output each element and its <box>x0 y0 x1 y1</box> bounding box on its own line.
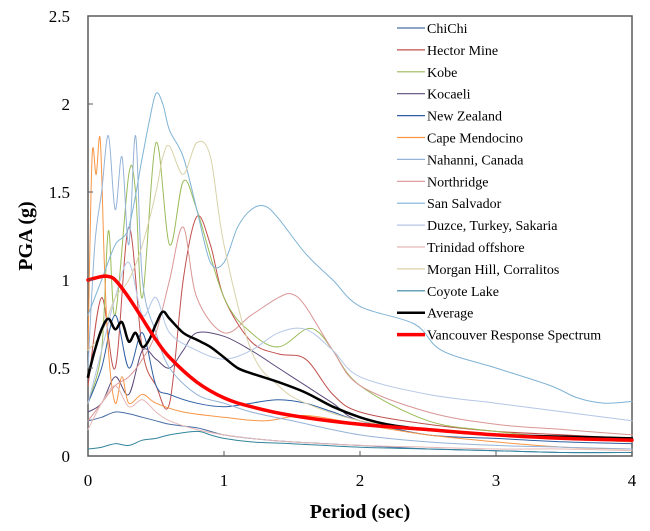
x-tick-label: 3 <box>492 471 501 490</box>
y-tick-label: 0 <box>62 447 71 466</box>
legend-item: Kobe <box>397 66 457 81</box>
legend-label: Trinidad offshore <box>427 241 525 256</box>
series-line-hector-mine <box>87 215 633 439</box>
series-line-trinidad-offshore <box>87 385 633 452</box>
series-line-coyote-lake <box>87 430 633 454</box>
legend-label: Duzce, Turkey, Sakaria <box>427 219 558 234</box>
y-tick-label: 1.5 <box>49 183 70 202</box>
legend-label: Cape Mendocino <box>427 132 523 147</box>
legend-label: Kobe <box>427 66 457 81</box>
legend-item: New Zealand <box>397 110 502 125</box>
x-tick-label: 0 <box>84 471 93 490</box>
axis-ticks <box>87 15 633 457</box>
legend-item: Northridge <box>397 175 488 190</box>
legend-label: Morgan Hill, Corralitos <box>427 263 559 278</box>
x-tick-label: 4 <box>628 471 637 490</box>
legend-item: Trinidad offshore <box>397 241 525 256</box>
legend-label: Vancouver Response Spectrum <box>427 329 601 344</box>
series-line-cape-mendocino <box>87 135 633 450</box>
legend-item: San Salvador <box>397 197 502 212</box>
legend-label: New Zealand <box>427 110 502 125</box>
plot-frame <box>87 15 633 457</box>
legend-label: Nahanni, Canada <box>427 153 524 168</box>
series-lines <box>86 92 634 454</box>
y-tick-label: 1 <box>62 271 71 290</box>
y-axis-title: PGA (g) <box>15 201 37 270</box>
legend-label: San Salvador <box>427 197 502 212</box>
y-tick-labels: 0 0.5 1 1.5 2 2.5 <box>49 7 70 466</box>
legend-item: Duzce, Turkey, Sakaria <box>397 219 558 234</box>
legend-item: Vancouver Response Spectrum <box>397 329 601 344</box>
y-tick-label: 0.5 <box>49 359 70 378</box>
series-line-average <box>86 310 634 440</box>
legend-item: Nahanni, Canada <box>397 153 524 168</box>
legend-item: Cape Mendocino <box>397 132 523 147</box>
legend-item: Coyote Lake <box>397 285 499 300</box>
x-axis-title: Period (sec) <box>310 501 411 523</box>
y-tick-label: 2 <box>62 95 71 114</box>
y-tick-label: 2.5 <box>49 7 70 26</box>
x-tick-label: 2 <box>356 471 365 490</box>
legend-label: Hector Mine <box>427 44 498 59</box>
series-line-san-salvador <box>87 92 633 404</box>
legend-item: Hector Mine <box>397 44 498 59</box>
legend-label: Average <box>427 307 473 322</box>
legend: ChiChi Hector Mine Kobe Kocaeli New Zealand C… <box>397 22 601 344</box>
series-line-duzce-turkey-sakaria <box>87 261 633 422</box>
x-tick-labels: 0 1 2 3 4 <box>84 471 637 490</box>
x-tick-label: 1 <box>220 471 229 490</box>
legend-item: Kocaeli <box>397 88 471 103</box>
legend-label: Kocaeli <box>427 88 471 103</box>
legend-label: ChiChi <box>427 22 468 37</box>
legend-item: ChiChi <box>397 22 468 37</box>
legend-label: Coyote Lake <box>427 285 499 300</box>
legend-item: Morgan Hill, Corralitos <box>397 263 559 278</box>
legend-item: Average <box>397 307 473 322</box>
series-line-vancouver-response-spectrum <box>86 274 634 442</box>
legend-label: Northridge <box>427 175 488 190</box>
